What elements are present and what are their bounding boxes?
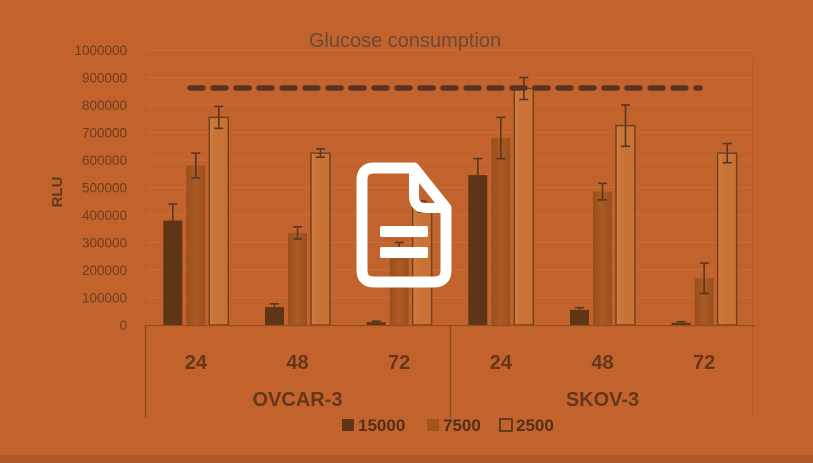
document-icon [352, 160, 456, 290]
chart-title: Glucose consumption [309, 30, 501, 52]
y-tick-label: 100000 [82, 291, 127, 306]
bar-2500-SKOV-3-24 [513, 87, 535, 326]
bar-7500-SKOV-3-72 [694, 278, 714, 325]
x-tick-label: 48 [591, 352, 613, 374]
group-label: SKOV-3 [566, 389, 639, 411]
y-tick-label: 400000 [82, 208, 127, 223]
y-tick-label: 1000000 [74, 43, 127, 58]
group-label: OVCAR-3 [252, 389, 342, 411]
legend-swatch [427, 419, 439, 431]
legend-label: 7500 [443, 416, 481, 435]
bar-2500-OVCAR-3-48 [310, 152, 331, 326]
legend-swatch [342, 419, 354, 431]
x-tick-label: 24 [185, 352, 208, 374]
bar-15000-SKOV-3-24 [468, 175, 488, 325]
bar-15000-OVCAR-3-24 [163, 220, 183, 325]
legend-item: 7500 [427, 416, 481, 435]
legend-label: 2500 [516, 416, 554, 435]
y-tick-label: 200000 [82, 263, 127, 278]
legend-label: 15000 [358, 416, 405, 435]
y-tick-label: 700000 [82, 126, 127, 141]
x-tick-label: 48 [286, 352, 308, 374]
y-tick-label: 500000 [82, 181, 127, 196]
x-tick-label: 72 [388, 352, 410, 374]
document-icon-glyph [356, 162, 452, 288]
x-tick-label: 72 [693, 352, 715, 374]
bottom-edge-shade [0, 455, 813, 463]
y-tick-label: 0 [119, 318, 127, 333]
bar-7500-SKOV-3-24 [491, 138, 511, 325]
bar-15000-SKOV-3-48 [570, 309, 589, 325]
bar-7500-OVCAR-3-24 [186, 165, 206, 325]
y-tick-label: 900000 [82, 71, 127, 86]
y-tick-label: 300000 [82, 236, 127, 251]
bar-2500-OVCAR-3-24 [208, 116, 230, 326]
bar-7500-SKOV-3-48 [593, 191, 612, 325]
bar-2500-SKOV-3-48 [615, 124, 636, 326]
bar-7500-OVCAR-3-48 [288, 232, 307, 325]
y-tick-label: 600000 [82, 153, 127, 168]
bar-2500-SKOV-3-72 [716, 152, 738, 326]
legend-swatch [499, 418, 513, 432]
x-tick-label: 24 [490, 352, 513, 374]
y-tick-label: 800000 [82, 98, 127, 113]
legend-item: 2500 [499, 416, 554, 435]
y-axis-title: RLU [49, 177, 66, 208]
legend-item: 15000 [342, 416, 405, 435]
bar-15000-OVCAR-3-48 [265, 307, 284, 325]
